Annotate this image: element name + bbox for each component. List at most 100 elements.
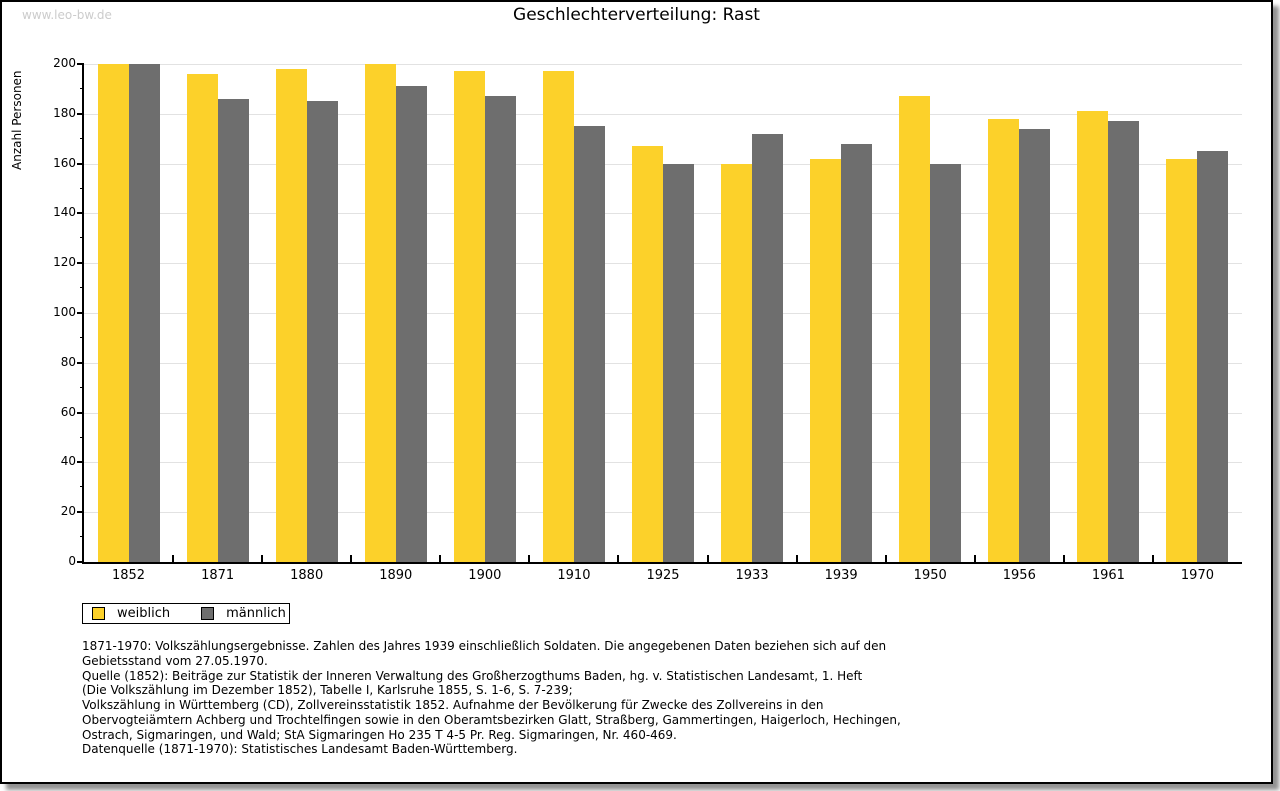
bar-weiblich-1956 bbox=[988, 118, 1020, 562]
x-tick-8 bbox=[795, 555, 798, 562]
bar-weiblich-1961 bbox=[1077, 111, 1109, 562]
footnote-line-4: (Die Volkszählung im Dezember 1852), Tab… bbox=[82, 683, 573, 698]
footnote-line-2: Gebietsstand vom 27.05.1970. bbox=[82, 653, 268, 668]
y-tick-40 bbox=[77, 461, 84, 464]
x-tick-label-1961: 1961 bbox=[1091, 568, 1125, 583]
x-tick-4 bbox=[439, 555, 442, 562]
y-minor-tick-50 bbox=[80, 436, 84, 438]
bar-männlich-1871 bbox=[217, 98, 249, 562]
y-tick-label-120: 120 bbox=[53, 255, 76, 270]
y-tick-label-200: 200 bbox=[53, 56, 76, 70]
y-tick-label-180: 180 bbox=[53, 105, 76, 120]
x-tick-label-1880: 1880 bbox=[290, 568, 324, 583]
bar-männlich-1852 bbox=[128, 64, 160, 562]
y-tick-label-0: 0 bbox=[68, 554, 76, 568]
bar-männlich-1956 bbox=[1019, 128, 1051, 562]
y-tick-label-60: 60 bbox=[60, 404, 76, 419]
y-tick-0 bbox=[77, 561, 84, 563]
gridline-y180 bbox=[84, 113, 1242, 115]
bar-weiblich-1890 bbox=[364, 64, 396, 562]
gridline-y200 bbox=[84, 64, 1242, 65]
legend-label-maennlich: männlich bbox=[226, 606, 286, 621]
datasource-line: Datenquelle (1871-1970): Statistisches L… bbox=[82, 742, 518, 756]
bar-weiblich-1852 bbox=[97, 64, 129, 562]
footnote-line-1: 1871-1970: Volkszählungsergebnisse. Zahl… bbox=[82, 639, 887, 653]
y-tick-label-40: 40 bbox=[60, 454, 76, 469]
bar-männlich-1939 bbox=[841, 143, 873, 562]
y-tick-200 bbox=[77, 63, 84, 65]
footnote-line-3: Quelle (1852): Beiträge zur Statistik de… bbox=[82, 668, 863, 683]
x-tick-7 bbox=[706, 555, 709, 562]
y-minor-tick-90 bbox=[80, 336, 84, 338]
bar-weiblich-1970 bbox=[1166, 158, 1198, 562]
footnotes: 1871-1970: Volkszählungsergebnisse. Zahl… bbox=[82, 639, 901, 743]
footnote-line-7: Ostrach, Sigmaringen, und Wald; StA Sigm… bbox=[82, 727, 677, 742]
y-tick-label-100: 100 bbox=[53, 305, 76, 319]
x-tick-label-1890: 1890 bbox=[379, 568, 413, 583]
y-tick-80 bbox=[77, 361, 84, 364]
legend: weiblich männlich bbox=[82, 603, 290, 624]
bar-männlich-1961 bbox=[1108, 121, 1140, 562]
x-tick-9 bbox=[884, 555, 887, 562]
bar-weiblich-1933 bbox=[721, 163, 753, 562]
y-minor-tick-190 bbox=[80, 87, 84, 89]
footnote-line-5: Volkszählung in Württemberg (CD), Zollve… bbox=[82, 698, 824, 713]
bar-männlich-1933 bbox=[752, 133, 784, 562]
y-tick-140 bbox=[77, 212, 84, 215]
x-tick-10 bbox=[973, 555, 976, 562]
bar-männlich-1890 bbox=[395, 86, 427, 562]
x-tick-label-1950: 1950 bbox=[913, 568, 947, 583]
bar-weiblich-1871 bbox=[186, 73, 218, 562]
y-tick-160 bbox=[77, 162, 84, 165]
bar-männlich-1900 bbox=[484, 96, 516, 562]
x-tick-label-1871: 1871 bbox=[201, 568, 235, 583]
y-minor-tick-170 bbox=[80, 137, 84, 139]
x-tick-5 bbox=[528, 555, 531, 562]
x-tick-label-1956: 1956 bbox=[1002, 568, 1036, 583]
legend-label-weiblich: weiblich bbox=[117, 606, 171, 621]
y-minor-tick-110 bbox=[80, 287, 84, 289]
y-tick-20 bbox=[77, 511, 84, 514]
bar-männlich-1925 bbox=[663, 163, 694, 562]
y-minor-tick-10 bbox=[80, 536, 84, 538]
y-tick-label-160: 160 bbox=[53, 155, 76, 170]
bar-weiblich-1880 bbox=[275, 68, 307, 562]
y-tick-label-20: 20 bbox=[60, 504, 76, 519]
bar-weiblich-1950 bbox=[899, 96, 931, 562]
x-tick-2 bbox=[261, 555, 264, 562]
x-tick-label-1933: 1933 bbox=[735, 568, 769, 583]
bar-männlich-1880 bbox=[306, 101, 338, 562]
bar-weiblich-1900 bbox=[453, 71, 485, 562]
bar-weiblich-1925 bbox=[632, 146, 663, 562]
x-tick-12 bbox=[1151, 555, 1154, 562]
watermark: www.leo-bw.de bbox=[22, 8, 112, 22]
y-tick-120 bbox=[77, 262, 84, 265]
bar-männlich-1910 bbox=[573, 126, 605, 562]
x-tick-1 bbox=[172, 555, 175, 562]
bar-männlich-1950 bbox=[930, 163, 962, 562]
chart-title: Geschlechterverteilung: Rast bbox=[513, 5, 760, 25]
x-tick-11 bbox=[1062, 555, 1065, 562]
x-tick-label-1925: 1925 bbox=[646, 568, 680, 583]
bar-weiblich-1910 bbox=[542, 71, 574, 562]
footnote-line-6: Obervogteiämtern Achberg und Trochtelfin… bbox=[82, 712, 901, 727]
bar-männlich-1970 bbox=[1197, 151, 1229, 562]
x-tick-label-1852: 1852 bbox=[111, 568, 146, 583]
y-tick-100 bbox=[77, 312, 84, 314]
bar-weiblich-1939 bbox=[810, 158, 842, 562]
x-tick-label-1910: 1910 bbox=[557, 568, 591, 583]
x-tick-label-1939: 1939 bbox=[824, 568, 858, 583]
y-tick-label-80: 80 bbox=[60, 354, 76, 369]
y-axis-title: Anzahl Personen bbox=[10, 70, 24, 170]
plot-area bbox=[77, 63, 1242, 564]
y-minor-tick-150 bbox=[80, 187, 84, 189]
x-tick-label-1970: 1970 bbox=[1180, 568, 1214, 583]
x-tick-label-1900: 1900 bbox=[468, 568, 502, 583]
legend-swatch-maennlich bbox=[201, 607, 215, 620]
y-minor-tick-70 bbox=[80, 386, 84, 388]
x-tick-3 bbox=[350, 555, 353, 562]
y-minor-tick-130 bbox=[80, 237, 84, 239]
y-tick-60 bbox=[77, 411, 84, 414]
legend-swatch-weiblich bbox=[92, 607, 105, 620]
